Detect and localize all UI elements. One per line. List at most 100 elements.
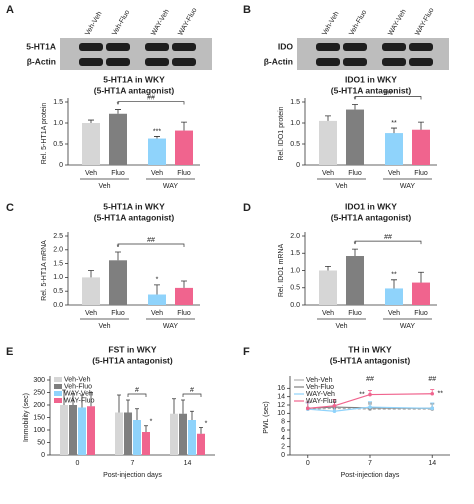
x-tick-label: Fluo <box>414 310 428 317</box>
bar <box>115 412 123 455</box>
y-tick-label: 1.0 <box>53 120 63 127</box>
bar <box>175 287 193 305</box>
y-axis-label: Rel. IDO1 mRNA <box>278 244 285 298</box>
x-tick-label: Fluo <box>348 310 362 317</box>
legend-label: WAY-Fluo <box>306 398 337 405</box>
chart-subtitle: (5-HT1A antagonist) <box>94 85 175 95</box>
error-bar <box>172 398 176 414</box>
bar <box>148 138 166 165</box>
blot-band <box>79 58 103 66</box>
y-tick-label: 0.5 <box>53 141 63 148</box>
legend-label: WAY-Veh <box>306 391 335 398</box>
blot-band <box>145 58 169 66</box>
y-tick-label: 1.5 <box>290 250 300 257</box>
blot-row-label: IDO <box>278 41 294 51</box>
bar <box>87 406 95 455</box>
x-tick-label: 0 <box>76 460 80 467</box>
annotation: * <box>354 241 357 248</box>
significance-bracket <box>182 393 202 397</box>
bar <box>170 413 178 455</box>
lane-label: WAY-Fluo <box>414 7 435 37</box>
group-label: Veh <box>335 183 347 190</box>
blot-row-label: β-Actin <box>27 56 56 66</box>
error-bar <box>199 427 203 434</box>
lane-label: Veh-Fluo <box>348 9 368 37</box>
legend-swatch <box>54 391 62 396</box>
annotation: # <box>135 387 139 394</box>
y-tick-label: 1.5 <box>53 99 63 106</box>
annotation: ** <box>391 120 397 127</box>
group-label: WAY <box>163 183 178 190</box>
error-bar <box>88 119 94 123</box>
error-bar <box>418 121 424 130</box>
x-tick-label: Fluo <box>414 170 428 177</box>
error-bar <box>391 279 397 289</box>
y-tick-label: 150 <box>33 414 45 421</box>
blot-band <box>409 58 433 66</box>
y-tick-label: 200 <box>33 402 45 409</box>
point <box>430 391 435 396</box>
bar <box>142 432 150 455</box>
x-axis-label: Post-injection days <box>341 472 400 479</box>
y-tick-label: 16 <box>277 385 285 392</box>
group-label: WAY <box>400 323 415 330</box>
y-tick-label: 12 <box>277 402 285 409</box>
blot-band <box>79 43 103 51</box>
x-tick-label: Fluo <box>177 170 191 177</box>
error-bar <box>71 393 75 405</box>
blot-band <box>106 58 130 66</box>
panel-letter: B <box>243 4 251 16</box>
line <box>307 406 433 412</box>
blot-band <box>172 58 196 66</box>
y-tick-label: 0.0 <box>290 302 300 309</box>
blot-band <box>343 43 367 51</box>
bar <box>109 113 127 165</box>
x-tick-label: Veh <box>322 310 334 317</box>
bar <box>346 109 364 165</box>
x-tick-label: 7 <box>368 460 372 467</box>
bar <box>148 294 166 305</box>
point <box>368 392 372 397</box>
error-bar <box>181 399 185 414</box>
bar <box>82 277 100 305</box>
panel-letter: A <box>6 4 14 16</box>
lane-label: WAY-Veh <box>387 8 408 37</box>
y-tick-label: 1.5 <box>53 260 63 267</box>
error-bar <box>181 280 187 288</box>
blot-band <box>172 43 196 51</box>
x-tick-label: 14 <box>428 460 436 467</box>
legend-label: Veh-Veh <box>64 376 91 383</box>
blot-band <box>145 43 169 51</box>
legend-swatch <box>54 398 62 403</box>
chart-subtitle: (5-HT1A antagonist) <box>330 355 411 365</box>
x-tick-label: Fluo <box>177 310 191 317</box>
chart-subtitle: (5-HT1A antagonist) <box>331 85 412 95</box>
lane-label: Veh-Fluo <box>111 9 131 37</box>
error-bar <box>181 121 187 131</box>
significance-bracket <box>127 393 147 397</box>
annotation: ## <box>147 94 155 101</box>
legend-label: Veh-Fluo <box>306 384 334 391</box>
significance-bracket <box>354 240 422 245</box>
annotation: * <box>156 277 159 284</box>
y-tick-label: 0.0 <box>53 302 63 309</box>
annotation: * <box>117 101 120 108</box>
y-tick-label: 0 <box>281 452 285 459</box>
y-tick-label: 6 <box>281 427 285 434</box>
annotation: ## <box>366 376 374 383</box>
y-tick-label: 0 <box>41 452 45 459</box>
legend-label: Veh-Veh <box>306 377 333 384</box>
chart-title: 5-HT1A in WKY <box>103 74 165 84</box>
legend-label: WAY-Veh <box>64 390 93 397</box>
x-tick-label: 14 <box>184 460 192 467</box>
error-bar <box>418 271 424 283</box>
lane-label: Veh-Veh <box>84 10 103 37</box>
x-tick-label: 0 <box>306 460 310 467</box>
x-tick-label: Veh <box>85 310 97 317</box>
blot-band <box>106 43 130 51</box>
blot-row-label: 5-HT1A <box>26 41 56 51</box>
annotation: ## <box>147 237 155 244</box>
annotation: ## <box>384 234 392 241</box>
error-bar <box>117 394 121 413</box>
legend-label: WAY-Fluo <box>64 397 95 404</box>
